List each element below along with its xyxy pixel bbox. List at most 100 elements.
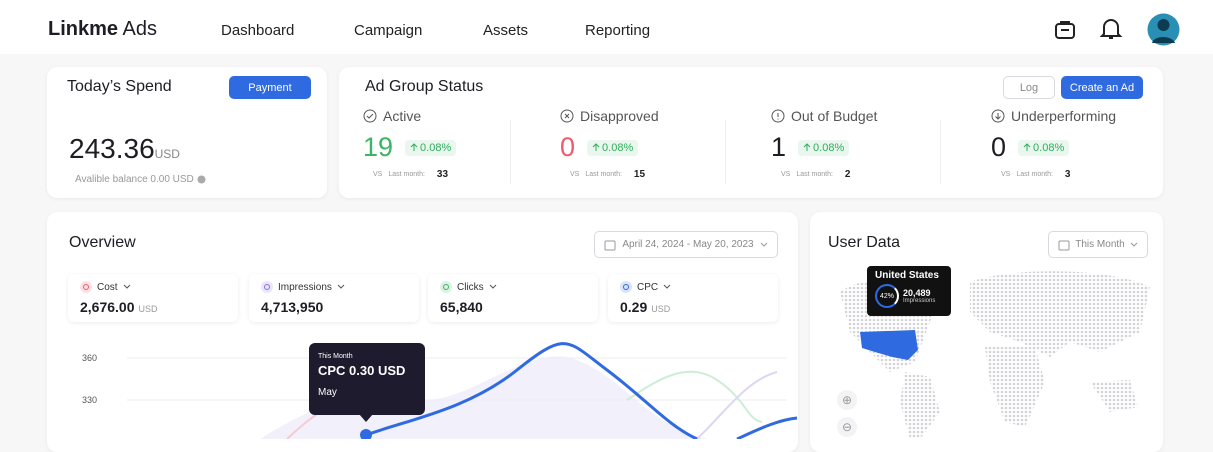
avatar[interactable] (1147, 13, 1180, 46)
status-label: Underperforming (991, 108, 1116, 124)
overview-chart (127, 342, 798, 439)
unit: USD (651, 304, 671, 314)
metric-card[interactable]: Clicks 65,840 (428, 274, 598, 322)
vs: VS (570, 171, 580, 178)
status-icon (991, 109, 1005, 123)
value: 2,676.00 (80, 299, 135, 315)
tooltip-month: May (318, 387, 337, 398)
metric-value: 0.29 USD (620, 299, 766, 315)
payment-button[interactable]: Payment (229, 76, 311, 99)
chart-tooltip: This Month CPC 0.30 USD May (309, 343, 425, 415)
change: 0.08% (1033, 141, 1065, 154)
comparison: VS Last month: 33 (363, 169, 456, 180)
nav-item[interactable]: Campaign (354, 22, 423, 39)
balance-text: Avalible balance 0.00 USD (75, 174, 194, 185)
label: Impressions (278, 281, 332, 293)
metric-value: 2,676.00 USD (80, 299, 226, 315)
tooltip-value: CPC 0.30 USD (318, 363, 406, 378)
label: CPC (637, 281, 659, 293)
status-label: Disapproved (560, 108, 659, 124)
period: Last month: (1016, 171, 1053, 178)
change: 0.08% (602, 141, 634, 154)
period: Last month: (388, 171, 425, 178)
up-arrow (592, 143, 600, 151)
line (696, 371, 778, 439)
status-row: 0 0.08% (991, 132, 1116, 163)
tooltip-period: This Month (318, 353, 353, 360)
logo[interactable]: Linkme Ads (48, 18, 157, 41)
compare-value: 33 (436, 169, 449, 180)
label: Underperforming (1011, 108, 1117, 124)
card-title: Today’s Spend (67, 78, 172, 95)
change: 0.08% (813, 141, 845, 154)
share: 42% (875, 284, 899, 308)
metric-icon (440, 281, 452, 293)
chevron (760, 242, 767, 247)
unit: USD (138, 304, 158, 314)
line (626, 370, 763, 423)
divider (940, 120, 941, 184)
currency: USD (154, 147, 180, 161)
metric-label: CPC (620, 281, 766, 293)
chevron (1130, 242, 1138, 247)
label: Active (383, 108, 422, 124)
metric-value: 65,840 (440, 299, 586, 315)
chevron (337, 284, 345, 289)
status-icon (560, 109, 574, 123)
vs: VS (781, 171, 791, 178)
label: Disapproved (580, 108, 659, 124)
status-icon (771, 109, 785, 123)
metric-card[interactable]: Cost 2,676.00 USD (68, 274, 238, 322)
change-badge: 0.08% (798, 139, 850, 156)
metric-label: Impressions (261, 281, 407, 293)
metric-label: Cost (80, 281, 226, 293)
metric-label: Clicks (440, 281, 586, 293)
compare-value: 15 (633, 169, 646, 180)
label: Clicks (457, 281, 484, 293)
tooltip-country: United States (875, 270, 939, 281)
status-row: 19 0.08% (363, 132, 457, 163)
logo-brand: Linkme (48, 18, 119, 40)
area (260, 356, 707, 439)
nav-item[interactable]: Assets (483, 22, 529, 39)
spend-amount: 243.36USD (69, 133, 180, 165)
metric-icon (80, 281, 92, 293)
tooltip-value: 20,489 (903, 288, 931, 298)
metric-icon (261, 281, 273, 293)
up-arrow (410, 143, 418, 151)
status-value: 1 (771, 132, 787, 162)
status-value: 0 (560, 132, 576, 162)
value: 4,713,950 (261, 299, 324, 315)
create-ad-button[interactable]: Create an Ad (1061, 76, 1143, 99)
chevron (123, 284, 130, 289)
metric-icon (620, 281, 632, 293)
nav-item[interactable]: Dashboard (221, 22, 295, 39)
label: Out of Budget (791, 108, 878, 124)
log-button[interactable]: Log (1003, 76, 1055, 99)
period: Last month: (585, 171, 622, 178)
metric-card[interactable]: CPC 0.29 USD (608, 274, 778, 322)
divider (510, 120, 511, 184)
nav-item[interactable]: Reporting (585, 22, 651, 39)
bag-icon[interactable] (1053, 17, 1077, 41)
calendar-icon (1058, 240, 1070, 250)
logo-suffix: Ads (122, 18, 157, 40)
svg-text:⊖: ⊖ (842, 420, 852, 434)
calendar-icon (604, 240, 616, 250)
comparison: VS Last month: 2 (771, 169, 877, 180)
header (0, 0, 1213, 54)
period: This Month (1075, 239, 1125, 250)
metric-card[interactable]: Impressions 4,713,950 (249, 274, 419, 322)
period-filter[interactable]: This Month (1048, 231, 1148, 258)
date-picker[interactable]: April 24, 2024 - May 20, 2023 (594, 231, 778, 258)
card-title: Overview (69, 234, 136, 251)
metric-value: 4,713,950 (261, 299, 407, 315)
value: 0.29 (620, 299, 648, 315)
amount: 243.36 (69, 133, 155, 164)
compare-value: 3 (1064, 169, 1071, 180)
compare-value: 2 (844, 169, 851, 180)
status-column: Disapproved 0 0.08% VS Last month: 15 (560, 108, 659, 180)
bell-icon[interactable] (1099, 16, 1123, 42)
status-row: 0 0.08% (560, 132, 659, 163)
value: 65,840 (440, 299, 483, 315)
